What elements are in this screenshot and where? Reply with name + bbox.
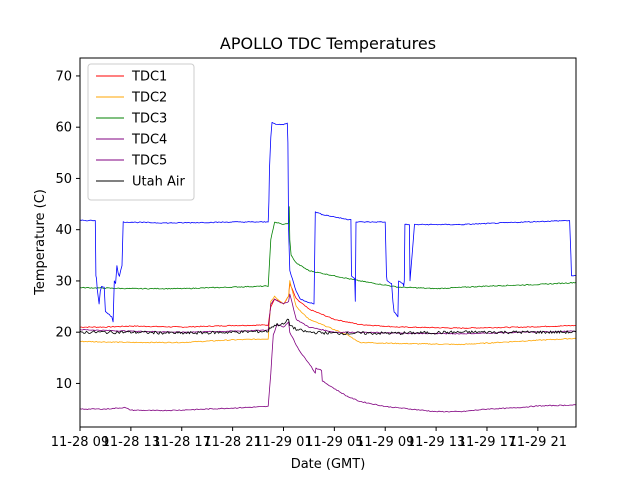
y-tick-label: 70	[55, 69, 72, 84]
chart-title: APOLLO TDC Temperatures	[220, 34, 436, 53]
x-axis-label: Date (GMT)	[291, 457, 366, 472]
plot-lines	[80, 122, 576, 413]
series-line-tdc5	[80, 321, 576, 413]
x-tick-label: 11-29 21	[509, 435, 567, 450]
series-group	[80, 122, 576, 413]
series-line-tdc4	[80, 293, 576, 335]
y-tick-label: 40	[55, 223, 72, 238]
series-line-tdc3	[80, 206, 576, 290]
x-tick-label: 11-28 09	[51, 435, 109, 450]
x-tick-label: 11-28 13	[102, 435, 160, 450]
legend-label: Utah Air	[132, 175, 185, 190]
legend-label: TDC5	[131, 154, 167, 169]
y-tick-label: 60	[55, 121, 72, 136]
x-tick-label: 11-29 01	[254, 435, 312, 450]
series-line-blue-series	[80, 122, 576, 323]
x-tick-label: 11-28 17	[153, 435, 211, 450]
y-tick-label: 50	[55, 172, 72, 187]
y-tick-label: 20	[55, 326, 72, 341]
legend-label: TDC2	[131, 91, 167, 106]
series-line-utah-air	[80, 318, 576, 336]
series-line-tdc2	[80, 280, 576, 346]
series-line-tdc1	[80, 283, 576, 329]
x-tick-label: 11-29 13	[407, 435, 465, 450]
legend-label: TDC1	[131, 70, 167, 85]
legend: TDC1 TDC2 TDC3 TDC4 TDC5 Utah Air	[87, 63, 195, 201]
legend-box	[87, 63, 195, 201]
x-tick-label: 11-29 05	[305, 435, 363, 450]
legend-label: TDC3	[131, 112, 167, 127]
plot-frame	[79, 57, 577, 428]
x-tick-label: 11-29 09	[356, 435, 414, 450]
y-axis-label: Temperature (C)	[33, 189, 48, 296]
x-tick-label: 11-28 21	[203, 435, 261, 450]
y-axis-ticks: 10 20 30 40 50 60 70	[55, 69, 80, 392]
y-tick-label: 30	[55, 274, 72, 289]
legend-label: TDC4	[131, 133, 167, 148]
x-tick-label: 11-29 17	[458, 435, 516, 450]
y-tick-label: 10	[55, 377, 72, 392]
